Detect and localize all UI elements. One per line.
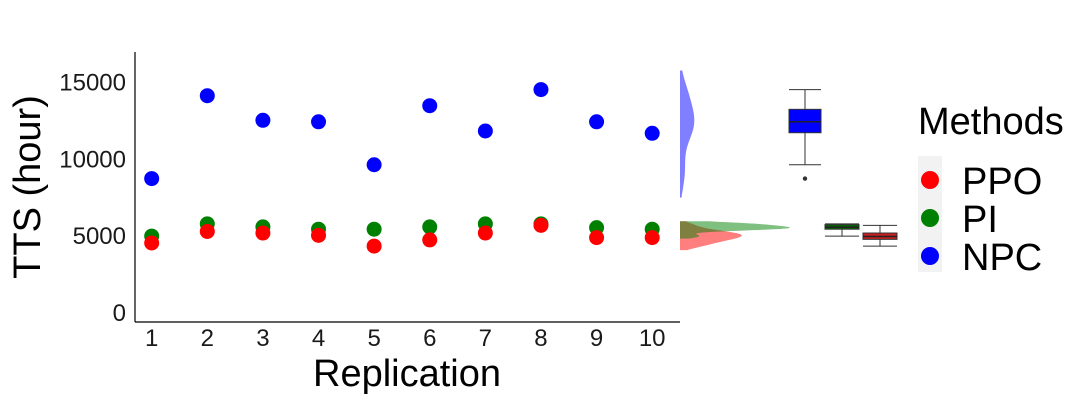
x-tick-label: 1 <box>145 325 158 352</box>
boxplot-npc <box>788 89 822 181</box>
x-tick-label: 10 <box>639 325 666 352</box>
x-tick-label: 7 <box>479 325 492 352</box>
x-tick-label: 8 <box>534 325 547 352</box>
boxplot-pi <box>824 223 860 237</box>
point-npc <box>477 123 493 139</box>
boxplot-outlier <box>802 176 808 181</box>
legend-key-ppo <box>921 171 939 189</box>
point-npc <box>144 171 160 187</box>
point-ppo <box>589 230 605 246</box>
tick-labels: 1 2 3 4 5 6 7 8 9 10 0 5000 10000 15000 <box>59 70 665 352</box>
boxplot-ppo <box>862 224 898 247</box>
point-ppo <box>311 227 327 243</box>
point-npc <box>199 88 215 104</box>
point-npc <box>644 125 660 141</box>
point-ppo <box>644 230 660 246</box>
point-npc <box>366 157 382 173</box>
legend-key-pi <box>921 209 939 227</box>
x-tick-label: 6 <box>423 325 436 352</box>
point-npc <box>422 98 438 114</box>
y-tick-label: 10000 <box>59 146 126 173</box>
point-ppo <box>533 217 549 233</box>
point-ppo <box>366 238 382 254</box>
y-axis-title: TTS (hour) <box>7 95 49 279</box>
legend-label-npc: NPC <box>962 237 1042 279</box>
density-npc <box>680 70 695 198</box>
density-pi <box>680 221 790 239</box>
point-ppo <box>199 223 215 239</box>
point-pi <box>422 219 438 235</box>
legend-title: Methods <box>918 101 1064 143</box>
x-tick-label: 5 <box>367 325 380 352</box>
point-npc <box>255 112 271 128</box>
point-ppo <box>255 225 271 241</box>
x-tick-label: 3 <box>256 325 269 352</box>
marginal-density <box>680 70 790 251</box>
x-tick-label: 9 <box>590 325 603 352</box>
x-tick-label: 2 <box>201 325 214 352</box>
legend-label-pi: PI <box>962 199 998 241</box>
point-npc <box>589 114 605 130</box>
point-npc <box>311 114 327 130</box>
point-pi <box>366 221 382 237</box>
axes <box>134 52 680 323</box>
point-ppo <box>422 232 438 248</box>
point-ppo <box>477 225 493 241</box>
point-npc <box>533 82 549 98</box>
point-ppo <box>144 235 160 251</box>
marginal-boxplots <box>788 89 898 247</box>
x-axis-title: Replication <box>313 353 501 395</box>
y-tick-label: 5000 <box>73 223 126 250</box>
legend-key-npc <box>921 247 939 265</box>
y-tick-label: 15000 <box>59 70 126 97</box>
y-tick-label: 0 <box>113 300 126 327</box>
data-points <box>144 82 660 254</box>
x-tick-label: 4 <box>312 325 325 352</box>
legend-label-ppo: PPO <box>962 161 1042 203</box>
